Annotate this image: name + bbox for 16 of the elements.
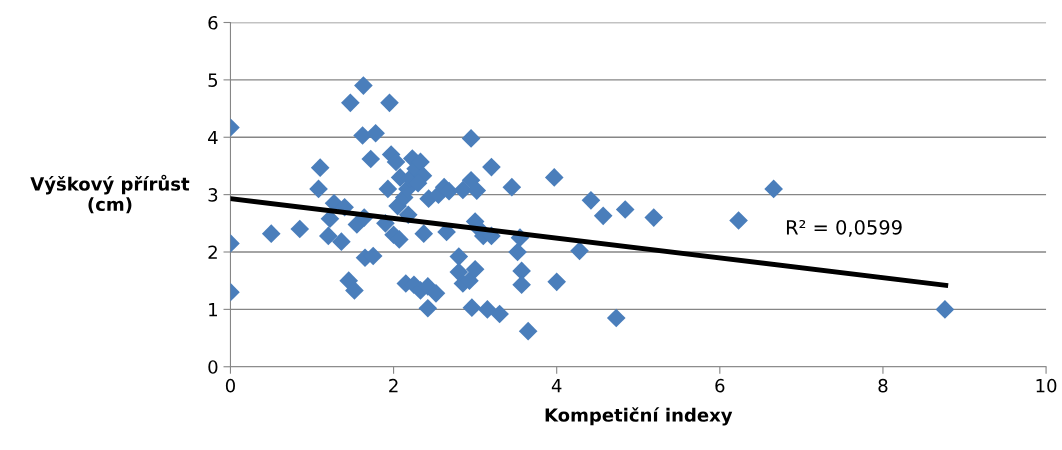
x-tick-label: 10	[1036, 378, 1057, 393]
y-tick-label: 0	[208, 360, 218, 374]
y-tick-label: 5	[208, 73, 218, 87]
y-tick-label: 1	[209, 303, 217, 317]
x-tick-label: 8	[878, 378, 888, 393]
y-tick-label: 6	[208, 15, 218, 30]
x-tick-label: 2	[389, 378, 398, 393]
x-axis-title: Kompetiční indexy	[545, 407, 733, 426]
x-tick-label: 6	[715, 378, 725, 393]
x-tick-label: 4	[551, 379, 562, 393]
y-axis-title: Výškový přírůst (cm)	[30, 174, 190, 214]
y-tick-label: 3	[208, 188, 218, 202]
y-tick-label: 4	[208, 130, 218, 145]
y-tick-label: 2	[208, 245, 217, 259]
x-tick-label: 0	[225, 378, 235, 393]
annotation: R² = 0,0599	[786, 219, 902, 237]
